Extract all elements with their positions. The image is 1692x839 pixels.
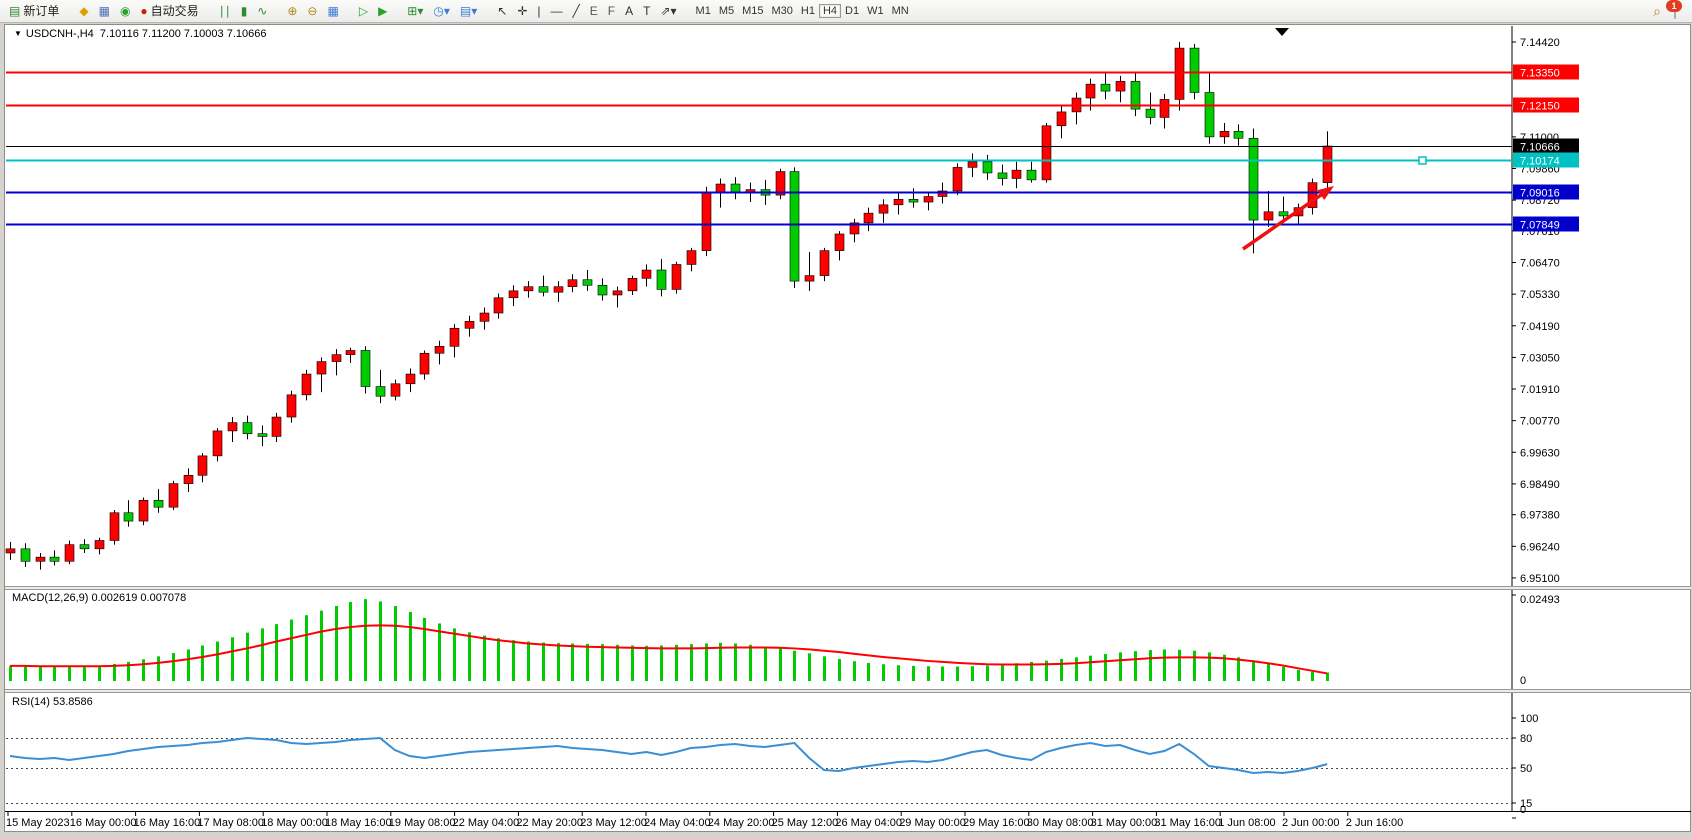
autotrade-label: 自动交易 <box>150 3 199 18</box>
zoom-in-button[interactable]: ⊕ <box>282 1 302 22</box>
timeframe-button-mn[interactable]: MN <box>891 4 909 17</box>
zoom-out-button[interactable]: ⊖ <box>302 1 322 22</box>
search-icon: ⌕ <box>1653 3 1661 19</box>
equidistant-channel-button[interactable]: E <box>585 1 603 22</box>
horizontal-line-icon: — <box>550 4 563 18</box>
equidistant-channel-icon: E <box>589 4 598 18</box>
notification-badge: 1 <box>1666 0 1682 12</box>
vertical-line-button[interactable]: | <box>532 1 545 22</box>
timeframe-button-m5[interactable]: M5 <box>718 4 735 17</box>
new-chart-icon: ⊞▾ <box>407 4 424 18</box>
templates-icon: ▤▾ <box>459 4 478 18</box>
new-order-icon: ▤ <box>9 4 21 18</box>
chart-bars-icon: ∣∣ <box>218 4 231 18</box>
profiles-icon: ▦ <box>98 4 110 18</box>
timeframe-button-h4[interactable]: H4 <box>818 3 842 18</box>
expand-caret-icon[interactable]: ▼ <box>14 29 22 38</box>
market-watch-button[interactable]: ◆ <box>74 1 93 22</box>
autotrade-icon: ● <box>140 4 148 18</box>
indicators-list-button[interactable]: ▷ <box>354 1 373 22</box>
timeframe-button-m15[interactable]: M15 <box>742 4 764 17</box>
text-button[interactable]: A <box>620 1 638 22</box>
status-strip <box>0 832 1692 839</box>
main-toolbar: ▤ 新订单 ◆ ▦ ◉ ● 自动交易 ∣∣ ▮ ∿ ⊕ ⊖ ▦ ▷ ▶ ⊞▾ ◷▾ ▤▾ ↖ ✛ | — ╱ E F A T ⇗▾ M… <box>0 0 1692 23</box>
chart-symbol-title: USDCNH-,H4 <box>25 28 94 40</box>
periods-button[interactable]: ◷▾ <box>428 1 455 22</box>
zoom-in-icon: ⊕ <box>287 4 298 18</box>
chart-candles-icon: ▮ <box>240 4 248 18</box>
chart-ohlc-values: 7.10116 7.11200 7.10003 7.10666 <box>99 28 267 40</box>
periods-icon: ◷▾ <box>433 4 450 18</box>
arrows-button[interactable]: ⇗▾ <box>655 1 681 22</box>
signals-button[interactable]: ◉ <box>115 1 135 22</box>
market-watch-icon: ◆ <box>79 4 89 18</box>
notifications-button[interactable]: 1 <box>1666 0 1682 19</box>
crosshair-icon: ✛ <box>517 4 528 18</box>
signals-icon: ◉ <box>119 4 131 18</box>
arrows-icon: ⇗▾ <box>660 4 677 18</box>
autotrade-button[interactable]: ● 自动交易 <box>135 1 203 22</box>
chart-bars-button[interactable]: ∣∣ <box>214 1 236 22</box>
trendline-button[interactable]: ╱ <box>568 1 585 22</box>
search-button[interactable]: ⌕ <box>1648 1 1666 22</box>
indicators-list-icon: ▷ <box>358 4 369 18</box>
cursor-button[interactable]: ↖ <box>492 1 512 22</box>
templates-button[interactable]: ▤▾ <box>455 1 482 22</box>
profiles-button[interactable]: ▦ <box>94 1 115 22</box>
timeframe-button-w1[interactable]: W1 <box>867 4 884 17</box>
timeframe-button-m30[interactable]: M30 <box>771 4 793 17</box>
chart-window <box>4 24 1691 832</box>
trendline-icon: ╱ <box>572 4 580 18</box>
new_order-label: 新订单 <box>23 3 60 18</box>
chart-line-button[interactable]: ∿ <box>252 1 272 22</box>
horizontal-line-button[interactable]: — <box>546 1 568 22</box>
timeframe-button-d1[interactable]: D1 <box>845 4 860 17</box>
zoom-out-icon: ⊖ <box>307 4 318 18</box>
text-label-button[interactable]: T <box>638 1 655 22</box>
fibonacci-icon: F <box>607 4 616 18</box>
text-label-icon: T <box>643 4 651 18</box>
rsi-label: RSI(14) 53.8586 <box>12 696 93 708</box>
vertical-line-icon: | <box>537 4 541 18</box>
navigator-button[interactable]: ▶ <box>373 1 392 22</box>
new-order-button[interactable]: ▤ 新订单 <box>4 1 64 22</box>
tile-windows-button[interactable]: ▦ <box>322 1 343 22</box>
text-icon: A <box>625 4 634 18</box>
chart-title-bar[interactable]: ▼ USDCNH-,H4 7.10116 7.11200 7.10003 7.10… <box>14 28 266 40</box>
macd-label: MACD(12,26,9) 0.002619 0.007078 <box>12 592 187 604</box>
timeframe-button-h1[interactable]: H1 <box>800 4 815 17</box>
chart-line-icon: ∿ <box>257 4 268 18</box>
tile-windows-icon: ▦ <box>327 4 339 18</box>
navigator-icon: ▶ <box>378 4 388 18</box>
fibonacci-button[interactable]: F <box>603 1 620 22</box>
chart-candles-button[interactable]: ▮ <box>236 1 253 22</box>
new-chart-button[interactable]: ⊞▾ <box>402 1 428 22</box>
timeframe-button-m1[interactable]: M1 <box>695 4 711 17</box>
crosshair-button[interactable]: ✛ <box>512 1 532 22</box>
cursor-icon: ↖ <box>497 4 508 18</box>
